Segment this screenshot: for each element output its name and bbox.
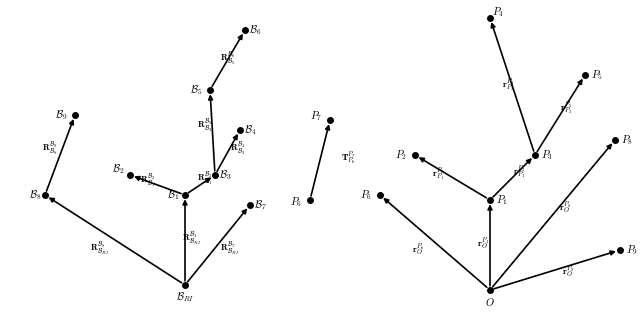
Text: $\mathcal{B}_1$: $\mathcal{B}_1$ (167, 188, 179, 202)
Text: $\mathbf{R}_{\mathcal{B}_{RI}}^{\mathcal{B}_7}$: $\mathbf{R}_{\mathcal{B}_{RI}}^{\mathcal… (220, 239, 239, 256)
Text: $\mathcal{B}_2$: $\mathcal{B}_2$ (112, 162, 124, 176)
Text: $P_4$: $P_4$ (492, 5, 504, 19)
Text: $\mathbf{T}_{P_6}^{P_7}$: $\mathbf{T}_{P_6}^{P_7}$ (340, 149, 355, 167)
Text: $\mathcal{B}_6$: $\mathcal{B}_6$ (249, 23, 261, 37)
Text: $P_2$: $P_2$ (395, 148, 407, 162)
Text: $\mathcal{B}_9$: $\mathcal{B}_9$ (55, 108, 67, 122)
Text: $P_7$: $P_7$ (310, 109, 322, 123)
Text: $\mathbf{r}_{P_3}^{P_5}$: $\mathbf{r}_{P_3}^{P_5}$ (560, 100, 572, 117)
Text: $\mathbf{r}_O^{P_6}$: $\mathbf{r}_O^{P_6}$ (412, 242, 424, 258)
Text: $\mathbf{r}_O^{P_8}$: $\mathbf{r}_O^{P_8}$ (559, 200, 571, 216)
Text: $\mathbf{r}_{P_3}^{P_4}$: $\mathbf{r}_{P_3}^{P_4}$ (502, 76, 514, 94)
Text: $P_3$: $P_3$ (541, 148, 553, 162)
Text: $\mathcal{B}_5$: $\mathcal{B}_5$ (189, 83, 202, 97)
Text: $\mathbf{R}_{\mathcal{B}_8}^{\mathcal{B}_9}$: $\mathbf{R}_{\mathcal{B}_8}^{\mathcal{B}… (42, 139, 58, 157)
Text: $P_9$: $P_9$ (626, 243, 638, 257)
Text: $\mathbf{R}_{\mathcal{B}_1}^{\mathcal{B}_3}$: $\mathbf{R}_{\mathcal{B}_1}^{\mathcal{B}… (197, 169, 213, 187)
Text: $\mathbf{r}_{P_1}^{P_3}$: $\mathbf{r}_{P_1}^{P_3}$ (513, 163, 525, 181)
Text: $P_1$: $P_1$ (496, 193, 508, 207)
Text: $\mathbf{r}_{P_1}^{P_2}$: $\mathbf{r}_{P_1}^{P_2}$ (432, 165, 444, 183)
Text: $P_5$: $P_5$ (591, 68, 603, 82)
Text: $\mathcal{B}_{RI}$: $\mathcal{B}_{RI}$ (176, 290, 194, 304)
Text: $\mathbf{R}_{\mathcal{B}_{RI}}^{\mathcal{B}_8}$: $\mathbf{R}_{\mathcal{B}_{RI}}^{\mathcal… (90, 239, 109, 256)
Text: $\mathbf{R}_{\mathcal{B}_5}^{\mathcal{B}_6}$: $\mathbf{R}_{\mathcal{B}_5}^{\mathcal{B}… (220, 49, 236, 67)
Text: $P_6$: $P_6$ (290, 195, 302, 209)
Text: $P_6$: $P_6$ (360, 188, 372, 202)
Text: $\mathbf{r}_O^{P_9}$: $\mathbf{r}_O^{P_9}$ (562, 264, 574, 280)
Text: $\mathcal{B}_8$: $\mathcal{B}_8$ (29, 188, 41, 202)
Text: $\mathbf{R}_{\mathcal{B}_3}^{\mathcal{B}_4}$: $\mathbf{R}_{\mathcal{B}_3}^{\mathcal{B}… (230, 139, 246, 157)
Text: $\mathcal{B}_4$: $\mathcal{B}_4$ (244, 123, 256, 137)
Text: $\mathbf{R}_{\mathcal{B}_3}^{\mathcal{B}_5}$: $\mathbf{R}_{\mathcal{B}_3}^{\mathcal{B}… (197, 116, 213, 134)
Text: $\mathcal{B}_7$: $\mathcal{B}_7$ (253, 198, 266, 212)
Text: $\mathcal{B}_3$: $\mathcal{B}_3$ (219, 168, 231, 182)
Text: $\mathbf{r}_O^{P_1}$: $\mathbf{r}_O^{P_1}$ (477, 236, 489, 252)
Text: $\mathbf{R}_{\mathcal{B}_1}^{\mathcal{B}_2}$: $\mathbf{R}_{\mathcal{B}_1}^{\mathcal{B}… (140, 171, 156, 189)
Text: $P_8$: $P_8$ (621, 133, 633, 147)
Text: $O$: $O$ (485, 296, 495, 308)
Text: $\mathbf{R}_{\mathcal{B}_{RI}}^{\mathcal{B}_1}$: $\mathbf{R}_{\mathcal{B}_{RI}}^{\mathcal… (182, 230, 202, 247)
